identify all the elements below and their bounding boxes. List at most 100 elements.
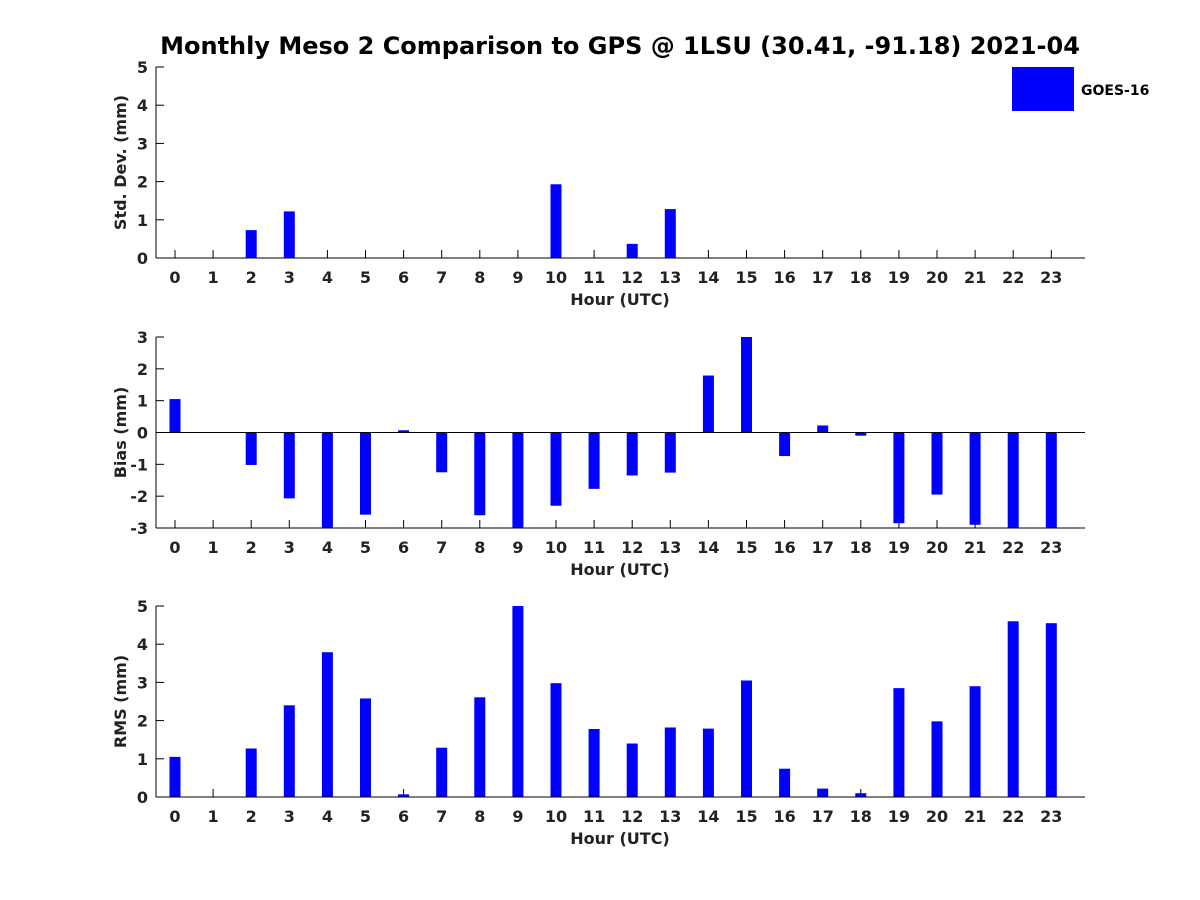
x-tick-label: 8 — [474, 268, 485, 287]
x-tick-label: 6 — [398, 538, 409, 557]
bar-hour-11 — [588, 432, 600, 489]
x-tick-label: 19 — [888, 268, 910, 287]
y-tick-label: 2 — [137, 173, 148, 192]
bar-hour-13 — [664, 209, 676, 258]
y-tick-label: 0 — [137, 249, 148, 268]
y-tick-label: 1 — [137, 392, 148, 411]
x-tick-label: 8 — [474, 538, 485, 557]
x-tick-label: 11 — [583, 268, 605, 287]
bar-hour-12 — [626, 743, 638, 797]
bar-hour-12 — [626, 432, 638, 476]
bar-hour-9 — [512, 432, 524, 528]
panels: 0 1 2 3 4 5 6 7 8 9 10 11 12 13 14 15 16 17 18 19 20 21 22 2301… — [111, 58, 1085, 848]
x-tick-label: 5 — [360, 807, 371, 826]
bar-hour-13 — [664, 432, 676, 473]
x-tick-label: 9 — [512, 268, 523, 287]
bar-hour-4 — [321, 432, 333, 528]
bar-hour-5 — [360, 698, 371, 797]
bar-hour-22 — [1007, 432, 1019, 528]
x-tick-label: 13 — [659, 268, 681, 287]
x-axis-label: Hour (UTC) — [570, 560, 670, 579]
bar-hour-14 — [702, 375, 714, 433]
x-tick-label: 23 — [1040, 807, 1062, 826]
x-tick-label: 13 — [659, 807, 681, 826]
bar-hour-10 — [550, 683, 562, 797]
bar-hour-10 — [550, 432, 562, 506]
bar-hour-3 — [283, 432, 295, 499]
x-tick-label: 10 — [545, 268, 567, 287]
y-tick-label: 2 — [137, 360, 148, 379]
x-tick-label: 4 — [322, 807, 333, 826]
bar-hour-23 — [1045, 623, 1057, 797]
x-tick-label: 2 — [246, 268, 257, 287]
x-tick-label: 1 — [208, 538, 219, 557]
x-axis-label: Hour (UTC) — [570, 290, 670, 309]
bar-hour-21 — [969, 432, 981, 525]
x-tick-label: 4 — [322, 538, 333, 557]
x-tick-label: 22 — [1002, 538, 1024, 557]
legend-swatch — [1012, 67, 1074, 111]
bar-hour-3 — [283, 705, 295, 797]
x-axis-label: Hour (UTC) — [570, 829, 670, 848]
x-tick-label: 18 — [850, 807, 872, 826]
x-tick-label: 21 — [964, 807, 986, 826]
y-tick-label: 0 — [137, 788, 148, 807]
bar-hour-20 — [931, 721, 943, 797]
bar-hour-2 — [245, 230, 257, 258]
x-tick-label: 16 — [773, 538, 795, 557]
bar-hour-12 — [626, 243, 638, 258]
x-tick-label: 17 — [812, 807, 834, 826]
x-tick-label: 15 — [735, 538, 757, 557]
bar-hour-0 — [169, 756, 181, 797]
bar-hour-11 — [588, 729, 600, 797]
x-tick-label: 7 — [436, 807, 447, 826]
y-tick-label: -3 — [130, 519, 148, 538]
bar-hour-0 — [169, 399, 181, 433]
x-tick-label: 1 — [208, 807, 219, 826]
x-tick-label: 10 — [545, 807, 567, 826]
bar-hour-19 — [893, 688, 905, 797]
bar-hour-6 — [398, 430, 410, 433]
bar-hour-8 — [474, 432, 486, 516]
x-tick-label: 12 — [621, 268, 643, 287]
y-axis-label: Std. Dev. (mm) — [111, 95, 130, 230]
x-tick-label: 0 — [169, 268, 180, 287]
bar-hour-15 — [741, 680, 752, 797]
bar-hour-10 — [550, 184, 562, 258]
x-tick-label: 16 — [773, 807, 795, 826]
x-tick-label: 16 — [773, 268, 795, 287]
y-tick-label: -1 — [130, 455, 148, 474]
x-tick-label: 20 — [926, 538, 948, 557]
y-tick-label: 5 — [137, 58, 148, 77]
x-tick-label: 5 — [360, 538, 371, 557]
bar-hour-8 — [474, 697, 486, 797]
x-tick-label: 15 — [735, 807, 757, 826]
bar-hour-4 — [321, 652, 333, 797]
x-tick-label: 9 — [512, 538, 523, 557]
x-tick-label: 23 — [1040, 538, 1062, 557]
x-tick-label: 7 — [436, 268, 447, 287]
x-tick-label: 17 — [812, 538, 834, 557]
x-tick-label: 15 — [735, 268, 757, 287]
x-tick-label: 23 — [1040, 268, 1062, 287]
legend-label: GOES-16 — [1081, 83, 1149, 99]
bar-hour-5 — [360, 432, 371, 515]
x-tick-label: 1 — [208, 268, 219, 287]
x-tick-label: 14 — [697, 807, 719, 826]
x-tick-label: 10 — [545, 538, 567, 557]
x-tick-label: 14 — [697, 538, 719, 557]
x-tick-label: 8 — [474, 807, 485, 826]
bar-hour-18 — [855, 793, 867, 797]
y-tick-label: 3 — [137, 328, 148, 347]
x-tick-label: 18 — [850, 268, 872, 287]
y-tick-label: 3 — [137, 673, 148, 692]
x-tick-label: 13 — [659, 538, 681, 557]
bar-hour-9 — [512, 606, 524, 797]
y-tick-label: 4 — [137, 635, 148, 654]
y-tick-label: 3 — [137, 134, 148, 153]
y-axis-label: RMS (mm) — [111, 655, 130, 748]
y-tick-label: 4 — [137, 96, 148, 115]
bar-hour-16 — [779, 768, 791, 797]
bar-hour-3 — [283, 211, 295, 258]
